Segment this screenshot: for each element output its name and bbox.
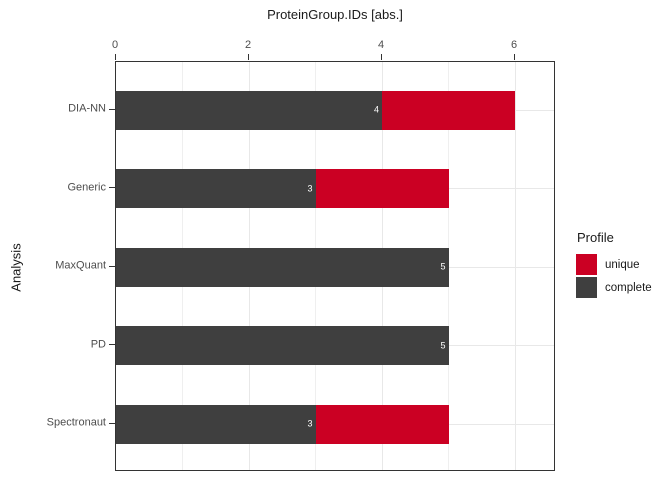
y-axis-title: Analysis <box>8 242 24 292</box>
bar-value-label: 5 <box>440 340 446 351</box>
x-tick-mark <box>380 54 382 60</box>
x-tick-mark <box>247 54 249 60</box>
y-tick-mark <box>109 422 115 424</box>
bar-segment-unique <box>382 90 515 130</box>
legend-key-swatch <box>576 254 597 275</box>
bar-value-label: 3 <box>307 418 313 429</box>
x-tick-label: 4 <box>377 39 385 51</box>
bar-value-label: 5 <box>440 261 446 272</box>
chart-title: ProteinGroup.IDs [abs.] <box>267 7 403 22</box>
legend-item-label: unique <box>605 258 640 271</box>
legend-item-label: complete <box>605 281 652 294</box>
x-gridline <box>448 62 449 470</box>
legend-title: Profile <box>577 230 614 245</box>
x-tick-label: 6 <box>510 39 518 51</box>
y-tick-mark <box>109 187 115 189</box>
y-category-label: Generic <box>67 181 106 194</box>
x-tick-mark <box>114 54 116 60</box>
legend-item: unique <box>576 254 652 275</box>
bar-segment-complete <box>116 247 449 287</box>
y-category-label: Spectronaut <box>46 416 106 429</box>
legend-item: complete <box>576 277 652 298</box>
bar-segment-complete <box>116 169 316 209</box>
legend-items: unique complete <box>576 254 652 298</box>
x-tick-label: 2 <box>244 39 252 51</box>
bar-segment-complete <box>116 90 382 130</box>
legend: Profile unique complete <box>576 230 652 300</box>
y-category-label: PD <box>90 338 106 351</box>
bar-segment-unique <box>315 404 449 444</box>
bar-value-label: 3 <box>307 183 313 194</box>
bar-segment-complete <box>116 326 449 366</box>
x-tick-label: 0 <box>111 39 119 51</box>
y-category-label: MaxQuant <box>55 259 106 272</box>
x-gridline <box>514 62 516 470</box>
y-tick-mark <box>109 108 115 110</box>
y-category-label: DIA-NN <box>68 102 106 115</box>
bar-value-label: 4 <box>373 104 379 115</box>
x-tick-mark <box>513 54 515 60</box>
plot-panel: 4 3 5 5 3 <box>115 61 555 471</box>
bar-segment-unique <box>315 169 449 209</box>
bar-segment-complete <box>116 404 316 444</box>
y-tick-mark <box>109 344 115 346</box>
y-tick-mark <box>109 265 115 267</box>
legend-key-swatch <box>576 277 597 298</box>
